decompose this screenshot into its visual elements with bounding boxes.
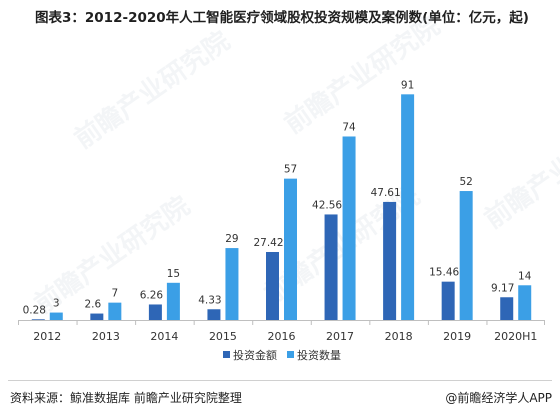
x-tick-label-2013: 2013 — [92, 330, 120, 343]
bar-amount-2016 — [266, 251, 279, 320]
data-label-amount-2012: 0.28 — [23, 304, 46, 316]
x-tick-label-2020H1: 2020H1 — [494, 330, 537, 343]
x-tick-label-2012: 2012 — [33, 330, 61, 343]
bar-count-2012 — [49, 312, 63, 320]
bar-amount-2020H1 — [500, 297, 514, 320]
data-label-amount-2020H1: 9.17 — [491, 282, 514, 294]
bar-count-2014 — [166, 282, 180, 320]
brand-credit: @前瞻经济学人APP — [445, 391, 552, 405]
bar-count-2013 — [108, 302, 122, 320]
source-note: 资料来源：鲸准数据库 前瞻产业研究院整理 — [10, 391, 242, 405]
legend-swatch-count — [287, 351, 294, 358]
bar-count-2019 — [459, 191, 473, 320]
x-tick-label-2014: 2014 — [150, 330, 178, 343]
data-label-count-2020H1: 14 — [518, 270, 532, 282]
data-label-count-2012: 3 — [53, 298, 60, 310]
data-label-amount-2019: 15.46 — [429, 267, 459, 279]
legend-swatch-amount — [223, 351, 230, 358]
bar-count-2016 — [284, 178, 297, 320]
chart-title: 图表3：2012-2020年人工智能医疗领域股权投资规模及案例数(单位：亿元，起… — [35, 10, 529, 26]
x-tick-label-2016: 2016 — [268, 330, 296, 343]
bar-amount-2017 — [324, 214, 338, 320]
data-label-count-2018: 91 — [401, 79, 414, 91]
bar-amount-2013 — [90, 313, 104, 320]
data-label-count-2014: 15 — [167, 268, 180, 280]
x-tick-label-2015: 2015 — [209, 330, 237, 343]
data-label-amount-2016: 27.42 — [253, 237, 283, 249]
data-label-count-2015: 29 — [225, 233, 238, 245]
data-label-count-2019: 52 — [459, 176, 472, 188]
bar-count-2017 — [342, 136, 356, 320]
bar-amount-2019 — [441, 281, 455, 320]
data-label-amount-2014: 6.26 — [140, 289, 164, 301]
legend-label-count: 投资数量 — [297, 348, 341, 362]
x-tick-label-2019: 2019 — [443, 330, 471, 343]
bar-count-2020H1 — [518, 285, 532, 320]
data-label-amount-2013: 2.6 — [84, 299, 101, 311]
x-tick-label-2017: 2017 — [326, 330, 354, 343]
data-label-amount-2018: 47.61 — [371, 187, 401, 199]
bar-amount-2015 — [207, 309, 221, 320]
data-label-amount-2015: 4.33 — [198, 294, 221, 306]
legend-label-amount: 投资金额 — [233, 348, 277, 362]
bar-count-2015 — [225, 248, 239, 320]
bar-amount-2014 — [148, 304, 162, 320]
bar-count-2018 — [401, 94, 415, 320]
x-tick-label-2018: 2018 — [385, 330, 413, 343]
data-label-amount-2017: 42.56 — [312, 199, 342, 211]
data-label-count-2017: 74 — [342, 121, 356, 133]
footer-divider — [8, 380, 552, 381]
bar-amount-2018 — [383, 201, 397, 320]
bar-amount-2012 — [31, 319, 45, 320]
data-label-count-2013: 7 — [111, 288, 118, 300]
data-label-count-2016: 57 — [284, 164, 297, 176]
